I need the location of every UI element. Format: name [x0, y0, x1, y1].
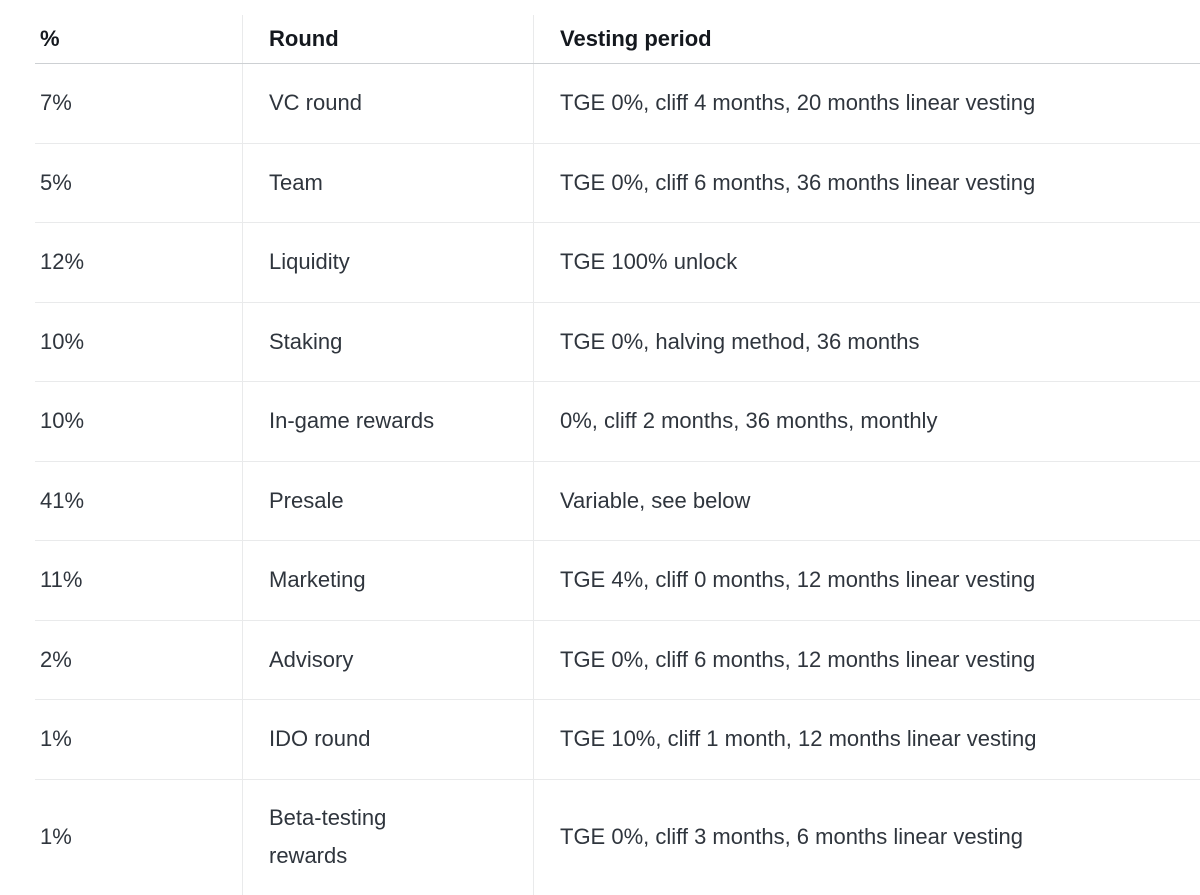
cell-round-text: Beta-testing rewards: [269, 805, 387, 869]
cell-round: VC round: [243, 64, 534, 143]
table-row: 5% Team TGE 0%, cliff 6 months, 36 month…: [35, 143, 1200, 223]
token-allocation-table: % Round Vesting period 7% VC round TGE 0…: [35, 15, 1200, 895]
cell-pct: 7%: [35, 64, 243, 143]
cell-pct: 2%: [35, 620, 243, 699]
column-header-round: Round: [243, 15, 534, 63]
cell-round: Presale: [243, 461, 534, 540]
column-header-vesting: Vesting period: [560, 26, 712, 51]
table-row: 10% In-game rewards 0%, cliff 2 months, …: [35, 382, 1200, 462]
cell-round: Liquidity: [243, 223, 534, 302]
cell-vesting: TGE 0%, cliff 4 months, 20 months linear…: [560, 90, 1036, 116]
cell-round: Team: [243, 143, 534, 222]
cell-vesting: TGE 4%, cliff 0 months, 12 months linear…: [560, 567, 1036, 593]
cell-round: Staking: [243, 302, 534, 381]
cell-pct: 11%: [35, 541, 243, 620]
cell-pct: 5%: [35, 143, 243, 222]
cell-pct: 1%: [35, 779, 243, 895]
cell-pct: 12%: [35, 223, 243, 302]
table-row: 1% IDO round TGE 10%, cliff 1 month, 12 …: [35, 700, 1200, 780]
column-header-pct: %: [35, 15, 243, 63]
cell-vesting: TGE 0%, cliff 6 months, 36 months linear…: [560, 169, 1036, 195]
table-row: 2% Advisory TGE 0%, cliff 6 months, 12 m…: [35, 620, 1200, 700]
table-row: 10% Staking TGE 0%, halving method, 36 m…: [35, 302, 1200, 382]
cell-round: Marketing: [243, 541, 534, 620]
table-row: 7% VC round TGE 0%, cliff 4 months, 20 m…: [35, 64, 1200, 144]
cell-pct: 1%: [35, 700, 243, 779]
cell-round: IDO round: [243, 700, 534, 779]
cell-pct: 10%: [35, 302, 243, 381]
cell-pct: 10%: [35, 382, 243, 461]
cell-vesting: TGE 100% unlock: [560, 249, 738, 275]
table-row: 11% Marketing TGE 4%, cliff 0 months, 12…: [35, 541, 1200, 621]
cell-vesting: 0%, cliff 2 months, 36 months, monthly: [560, 408, 938, 434]
table-header-row: % Round Vesting period: [35, 15, 1200, 64]
table-row: 1% Beta-testing rewards TGE 0%, cliff 3 …: [35, 779, 1200, 895]
cell-vesting: TGE 0%, halving method, 36 months: [560, 328, 920, 354]
table-row: 41% Presale Variable, see below: [35, 461, 1200, 541]
cell-round: Advisory: [243, 620, 534, 699]
cell-round: In-game rewards: [243, 382, 534, 461]
cell-round: Beta-testing rewards: [243, 779, 534, 895]
cell-vesting: TGE 0%, cliff 6 months, 12 months linear…: [560, 646, 1036, 672]
table-row: 12% Liquidity TGE 100% unlock: [35, 223, 1200, 303]
cell-pct: 41%: [35, 461, 243, 540]
cell-vesting: TGE 10%, cliff 1 month, 12 months linear…: [560, 726, 1037, 752]
cell-vesting: TGE 0%, cliff 3 months, 6 months linear …: [560, 824, 1024, 850]
cell-vesting: Variable, see below: [560, 487, 751, 513]
